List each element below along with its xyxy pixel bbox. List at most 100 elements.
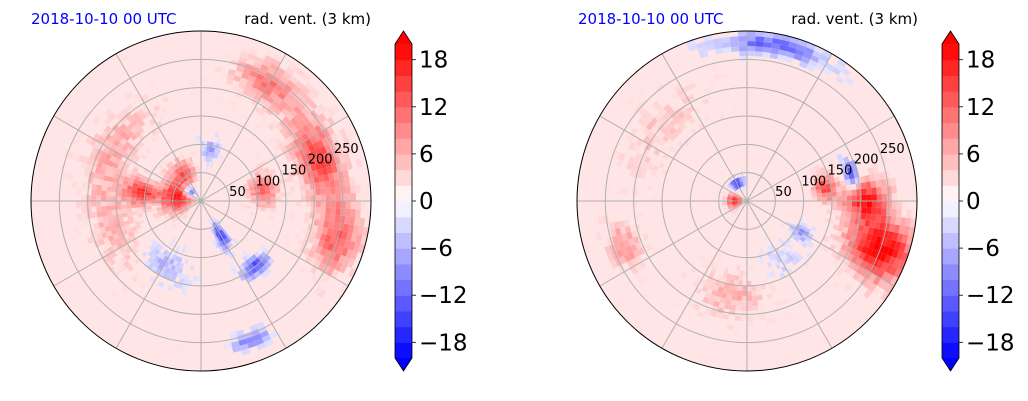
field-cell [322, 241, 330, 250]
field-cell [763, 41, 773, 48]
field-cell [872, 276, 882, 286]
field-cell [814, 45, 825, 54]
field-cell [732, 203, 738, 206]
field-cell [333, 222, 340, 231]
field-cell [285, 191, 291, 197]
field-cell [894, 241, 902, 251]
field-cell [121, 145, 129, 152]
field-cell [83, 169, 90, 178]
field-cell [722, 193, 728, 196]
field-cell [704, 292, 712, 300]
field-cell [747, 280, 752, 286]
field-cell [330, 186, 336, 195]
field-cell [101, 190, 107, 197]
field-cell [77, 239, 85, 248]
field-cell [186, 202, 192, 204]
field-cell [223, 238, 229, 245]
colorbar-level [942, 185, 959, 202]
field-cell [736, 265, 741, 271]
field-cell [134, 116, 143, 124]
field-cell [663, 103, 672, 112]
field-cell [126, 122, 135, 131]
field-cell [263, 182, 270, 188]
field-cell [315, 194, 321, 201]
field-cell [275, 192, 281, 198]
field-cell [167, 177, 173, 182]
left-colorbar-tick-minus-6: −6 [419, 236, 453, 262]
field-cell [36, 183, 42, 193]
field-cell [191, 202, 197, 204]
field-cell [880, 215, 887, 223]
field-cell [226, 33, 237, 40]
field-cell [186, 203, 192, 206]
field-cell [739, 181, 743, 187]
field-cell [235, 194, 241, 198]
field-cell [188, 162, 192, 168]
field-cell [240, 196, 246, 199]
field-cell [293, 180, 300, 187]
field-cell [846, 228, 854, 235]
field-cell [911, 209, 917, 219]
field-cell [162, 249, 169, 256]
colorbar-level [395, 122, 412, 139]
field-cell [144, 176, 151, 182]
field-cell [192, 177, 195, 183]
field-cell [182, 191, 188, 195]
field-cell [185, 180, 190, 186]
field-cell [643, 325, 653, 335]
field-cell [310, 163, 317, 172]
field-cell [330, 259, 339, 270]
field-cell [326, 166, 334, 174]
field-cell [188, 172, 193, 179]
field-cell [313, 238, 320, 246]
field-cell [103, 220, 110, 227]
field-cell [345, 208, 351, 217]
field-cell [122, 216, 129, 222]
field-cell [354, 217, 361, 227]
field-cell [165, 216, 171, 221]
field-cell [178, 209, 184, 213]
field-cell [849, 217, 856, 224]
field-cell [310, 244, 318, 252]
field-cell [747, 305, 753, 311]
field-cell [868, 241, 876, 250]
field-cell [151, 195, 157, 199]
field-cell [232, 215, 238, 220]
field-cell [242, 255, 249, 262]
field-cell [190, 265, 195, 271]
field-cell [139, 112, 147, 121]
field-cell [727, 203, 733, 206]
field-cell [621, 233, 629, 242]
field-cell [176, 245, 181, 252]
field-cell [359, 217, 366, 227]
field-cell [223, 52, 233, 60]
field-cell [771, 291, 778, 298]
field-cell [623, 139, 632, 149]
field-cell [257, 85, 266, 93]
field-cell [153, 261, 161, 269]
field-cell [282, 96, 292, 105]
field-cell [294, 163, 301, 171]
field-cell [821, 201, 827, 206]
field-cell [313, 156, 320, 164]
field-cell [161, 194, 167, 198]
field-cell [901, 201, 907, 210]
field-cell [623, 253, 632, 263]
field-cell [208, 151, 212, 157]
field-cell [177, 167, 182, 173]
field-cell [843, 173, 850, 181]
field-cell [638, 261, 647, 270]
field-cell [211, 228, 216, 234]
field-cell [861, 188, 867, 195]
field-cell [106, 201, 112, 206]
field-cell [245, 259, 252, 266]
field-cell [175, 214, 181, 219]
field-cell [110, 166, 117, 174]
field-cell [728, 191, 734, 195]
field-cell [345, 193, 351, 201]
field-cell [665, 115, 674, 124]
field-cell [185, 187, 190, 192]
field-cell [732, 330, 741, 336]
colorbar-extend-max [942, 31, 959, 44]
field-cell [220, 229, 225, 235]
